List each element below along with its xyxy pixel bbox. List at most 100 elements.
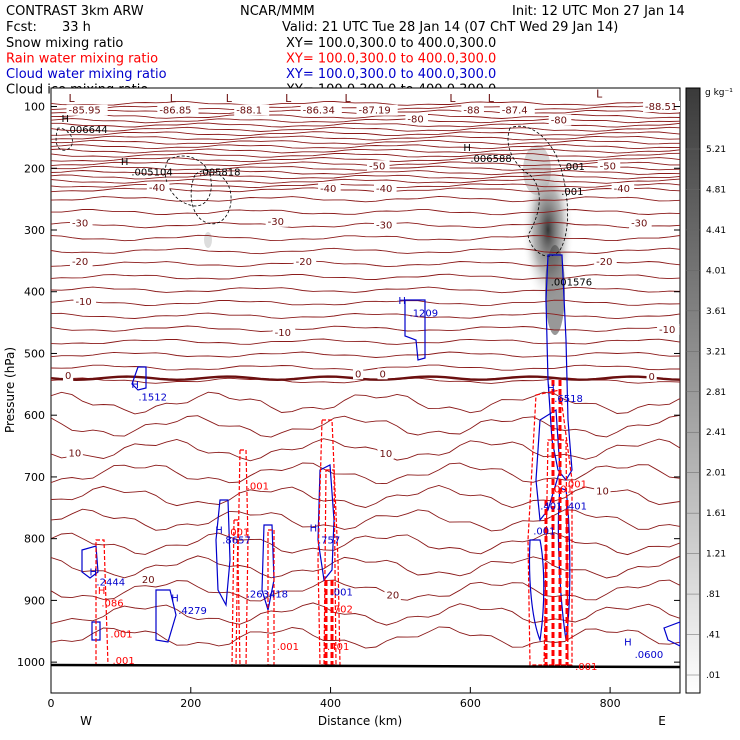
isotherm-line (51, 170, 680, 176)
field-value-label: .263418 (247, 589, 288, 600)
temperature-label: -30 (631, 219, 647, 230)
temperature-labels: -85.95 -86.85 -88.1 -86.34 -87.19 -88 -87.4 -88… (62, 100, 680, 601)
label-mask (66, 104, 108, 116)
temperature-label: -50 (369, 161, 385, 172)
field-value-label: .005818 (199, 168, 240, 179)
field-value-label: H (121, 157, 129, 168)
x-axis: 0 200 400 600 800 (48, 687, 621, 710)
label-mask (611, 183, 635, 195)
isotherm-line (51, 325, 680, 332)
surface-line (51, 663, 680, 669)
field-value-label: .001 (110, 629, 132, 640)
low-marker: L (596, 87, 603, 100)
isotherm-line (51, 351, 680, 358)
init-time: Init: 12 UTC Mon 27 Jan 14 (512, 4, 685, 19)
label-mask (643, 100, 680, 112)
field-value-label: .001 (563, 162, 585, 173)
freezing-level-line (51, 375, 680, 382)
cloud-water-contour (535, 408, 561, 522)
field-value-label: .4279 (178, 606, 207, 617)
cloud-ice-patch (204, 232, 212, 248)
colorbar-label: 2.81 (706, 388, 726, 398)
temperature-label: -30 (376, 221, 392, 232)
x-axis-east-label: E (658, 714, 666, 728)
isotherm-line (51, 364, 680, 371)
colorbar-label: .81 (706, 590, 720, 600)
low-marker: L (345, 92, 352, 105)
label-mask (69, 255, 93, 267)
temperature-label: -88 (463, 106, 479, 117)
field-value-label: H (215, 526, 223, 537)
label-mask (66, 447, 83, 459)
isotherm-line (51, 438, 680, 462)
field-value-label: .001 (561, 187, 583, 198)
x-tick-label: 0 (48, 697, 55, 710)
isotherm-line (51, 152, 680, 158)
temperature-label: -40 (320, 184, 336, 195)
isotherm-line (51, 555, 680, 579)
colorbar-label: 5.21 (706, 145, 726, 155)
valid-time: Valid: 21 UTC Tue 28 Jan 14 (07 ChT Wed … (282, 20, 618, 35)
temperature-label: -40 (149, 183, 165, 194)
label-mask (69, 217, 93, 229)
temperature-label: -87.4 (502, 106, 528, 117)
cloud-water-labels: H.006644H.005104.005818H.006588.001.001.… (61, 114, 663, 673)
field-value-label: H (89, 568, 97, 579)
model-title: CONTRAST 3km ARW (6, 4, 144, 19)
field-xy: XY= 100.0,300.0 to 400.0,300.0 (286, 36, 496, 51)
field-value-label: .001 (575, 662, 597, 673)
label-mask (234, 104, 270, 116)
isotherm-line (51, 579, 680, 602)
label-mask (499, 104, 535, 116)
label-mask (594, 255, 617, 267)
rain-water-contour (231, 519, 239, 666)
colorbar-label: 4.81 (706, 185, 726, 195)
low-marker: L (68, 92, 75, 105)
label-mask (646, 370, 657, 382)
isotherm-line (51, 273, 680, 280)
cloud-water-contour (663, 621, 680, 647)
isotherm-line (51, 101, 680, 106)
isotherm-line (51, 312, 680, 320)
isotherm-line (51, 260, 680, 268)
label-mask (73, 296, 97, 308)
x-tick-label: 800 (600, 697, 621, 710)
field-name: Snow mixing ratio (6, 36, 123, 51)
label-mask (405, 113, 429, 125)
isotherm-line (51, 126, 680, 132)
x-tick-label: 600 (460, 697, 481, 710)
label-mask (139, 573, 157, 585)
field-value-label: .001 (565, 479, 587, 490)
field-value-label: .401 (565, 502, 587, 513)
low-marker: L (170, 92, 177, 105)
y-tick-label: 800 (24, 533, 45, 546)
field-value-label: .702 (331, 605, 353, 616)
label-mask (594, 485, 611, 497)
header: CONTRAST 3km ARW NCAR/MMM Init: 12 UTC M… (6, 4, 685, 98)
snow-contours (55, 125, 568, 257)
temperature-label: -80 (407, 114, 423, 125)
colorbar-bar (685, 87, 701, 694)
temperature-label: 0 (355, 369, 361, 380)
temperature-label: -50 (600, 161, 616, 172)
isotherm-line (51, 174, 680, 180)
field-value-label: .006588 (470, 154, 511, 165)
field-value-label: .1209 (410, 308, 439, 319)
temperature-label: 20 (386, 590, 399, 601)
cloud-water-contour (155, 589, 177, 643)
colorbar-labels: 5.21 4.81 4.41 4.01 3.61 3.21 2.81 2.41 2.01 1.61… (686, 145, 726, 681)
isotherm-line (51, 157, 680, 163)
isotherm-line (51, 165, 680, 171)
label-mask (377, 447, 394, 459)
field-value-label: H (171, 594, 179, 605)
label-mask (657, 323, 680, 335)
isotherm-line (51, 508, 680, 532)
cloud-water-contour (131, 366, 147, 391)
temperature-label: -10 (659, 325, 675, 336)
y-tick-label: 100 (24, 101, 45, 114)
snow-contour (55, 127, 73, 151)
colorbar-label: .41 (706, 631, 720, 641)
field-value-label: .086 (101, 599, 123, 610)
